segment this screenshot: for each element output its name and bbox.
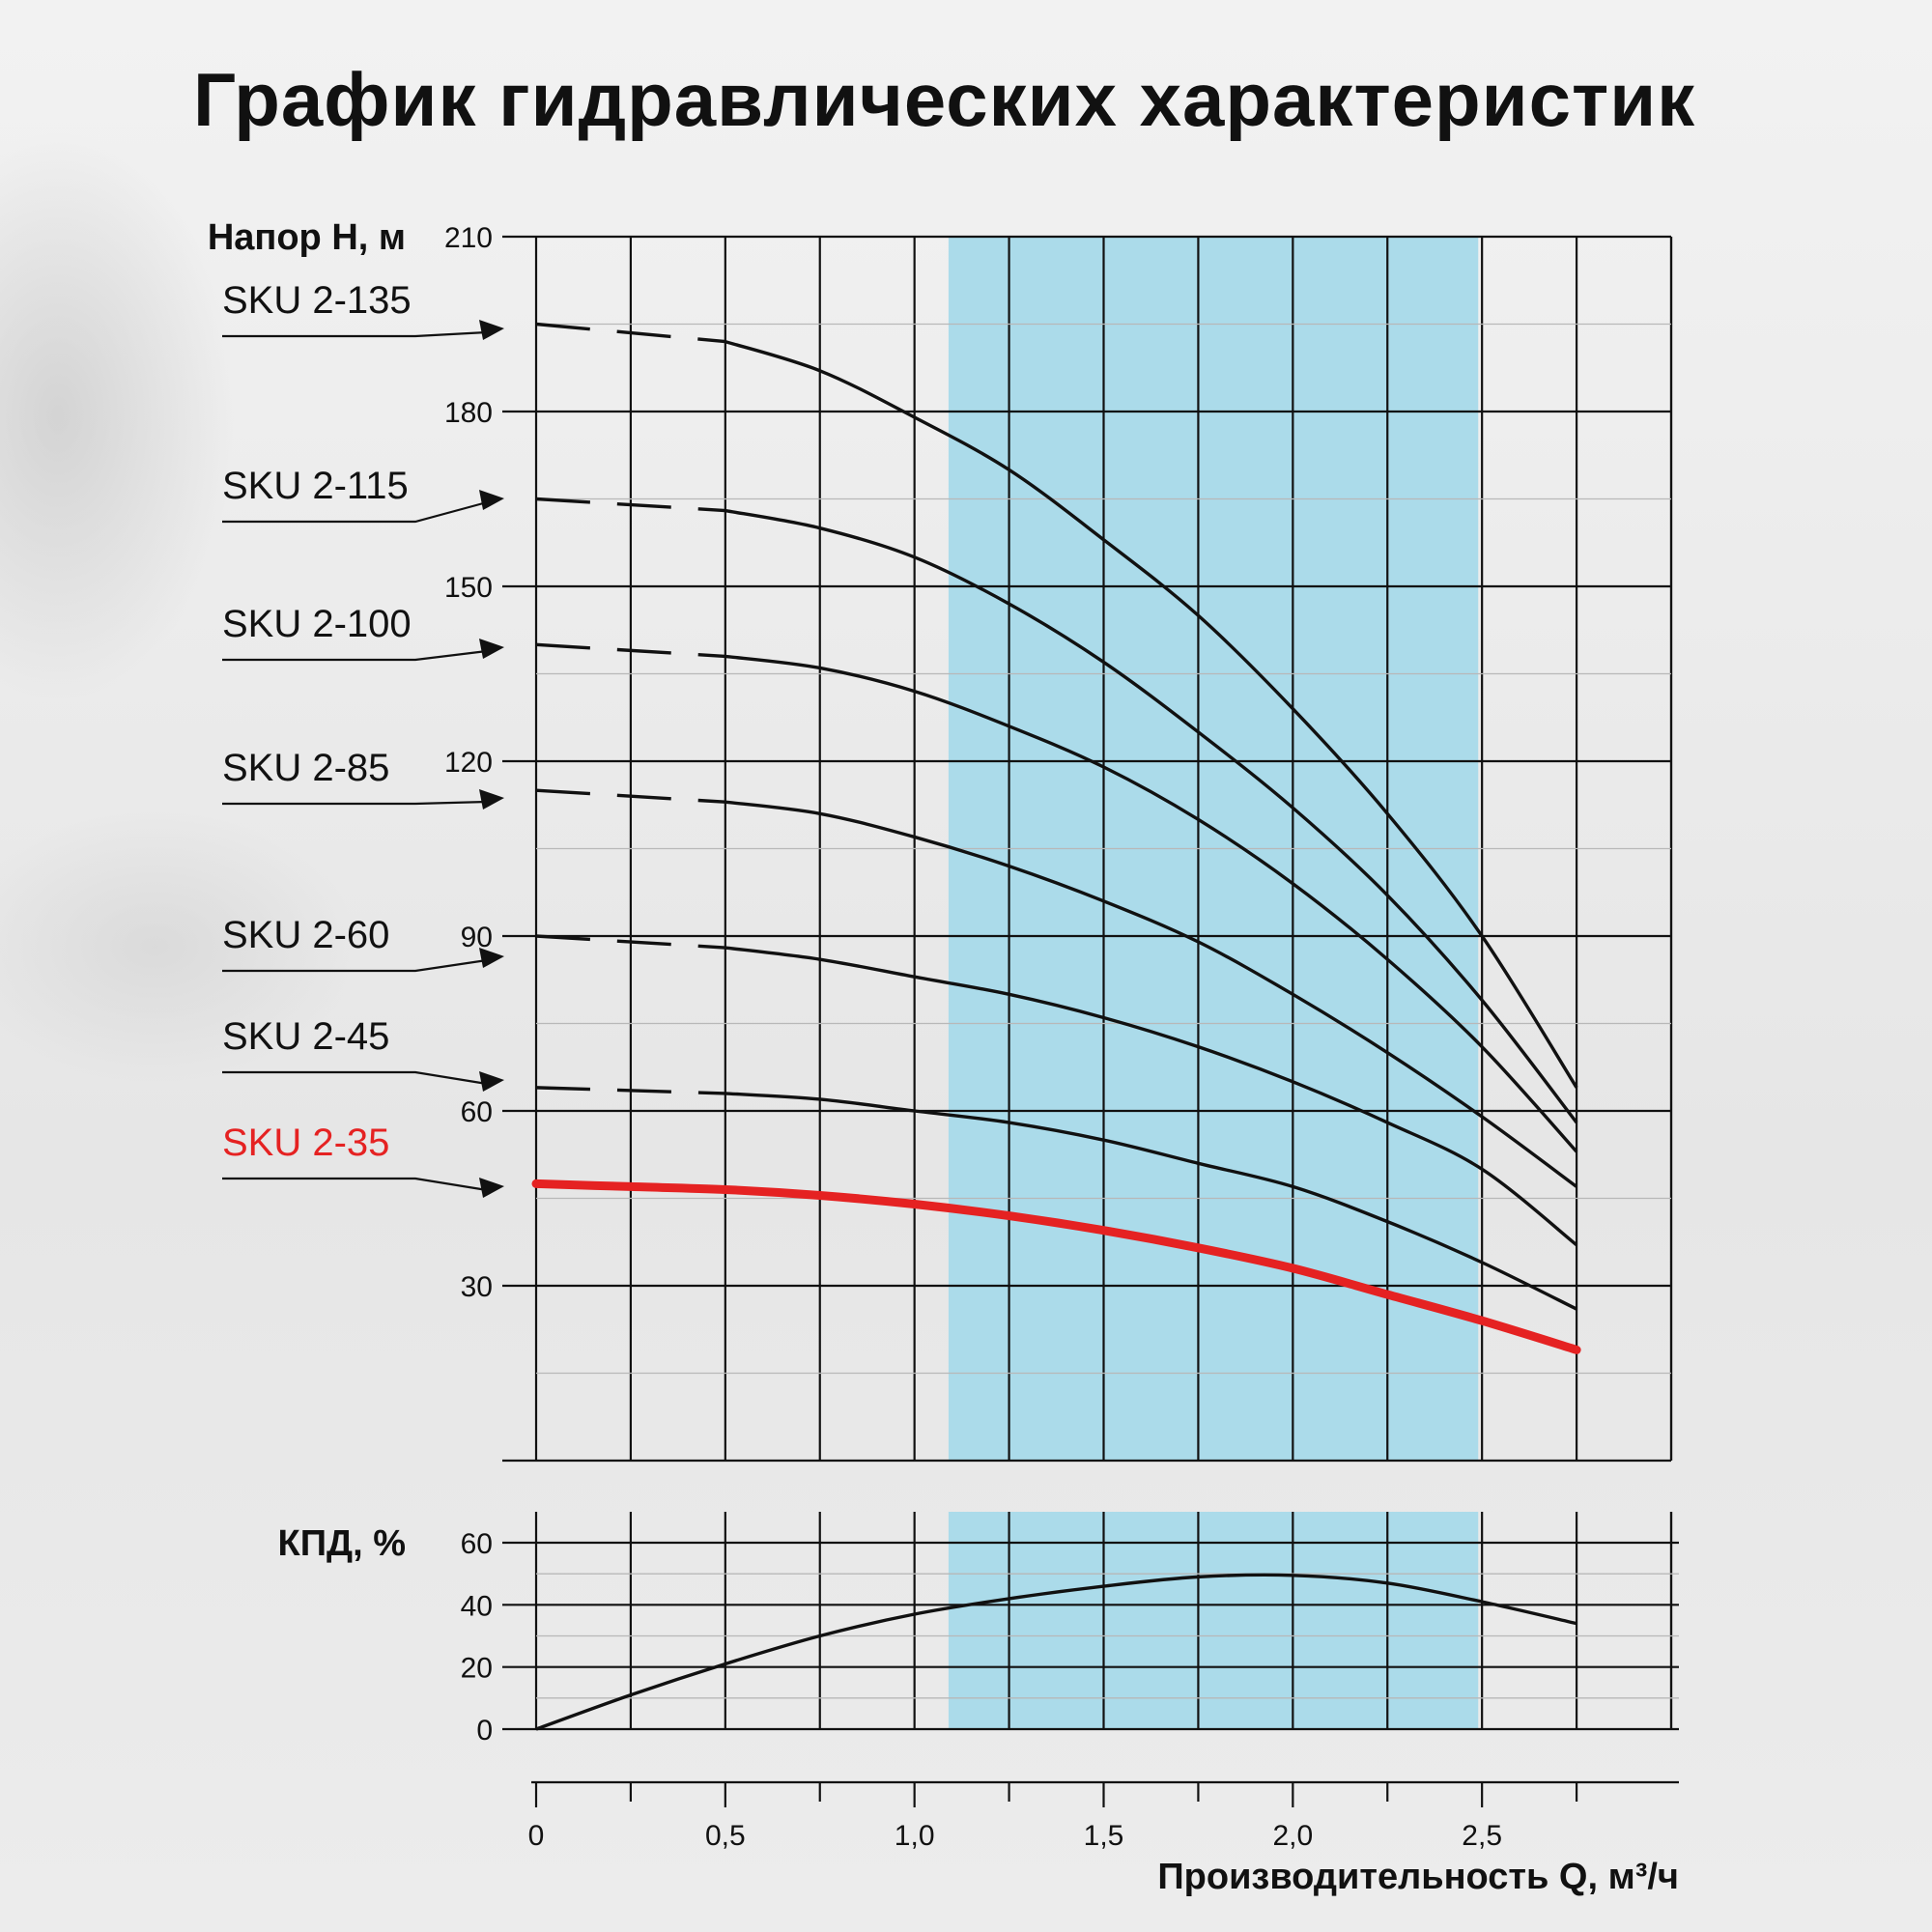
x-tick-label: 2,0 bbox=[1272, 1820, 1313, 1852]
series-leader-arrowhead bbox=[479, 490, 504, 510]
eff-y-tick-label: 40 bbox=[461, 1590, 493, 1622]
head-curve-dashed bbox=[535, 642, 725, 659]
head-chart: 30 60 90 120 150 180 210 Напор H, м SKU 2-135 SKU… bbox=[208, 217, 1673, 1463]
series-label: SKU 2-135 bbox=[222, 279, 412, 322]
head-curve bbox=[724, 339, 1578, 1089]
series-leader-arrowhead bbox=[479, 1178, 504, 1198]
series-label: SKU 2-100 bbox=[222, 603, 412, 645]
series-leader-line bbox=[222, 1177, 488, 1192]
series-leader-line bbox=[222, 500, 488, 524]
series-leader-line bbox=[222, 800, 488, 806]
head-curve-dashed bbox=[535, 1086, 725, 1095]
eff-y-tick-label: 60 bbox=[461, 1528, 493, 1560]
page-title: График гидравлических характеристик bbox=[193, 57, 1695, 142]
x-axis-title: Производительность Q, м³/ч bbox=[1157, 1857, 1679, 1897]
head-y-tick-label: 90 bbox=[461, 922, 493, 953]
head-curve bbox=[724, 1092, 1577, 1311]
efficiency-curve bbox=[535, 1573, 1577, 1731]
head-y-tick-label: 120 bbox=[444, 747, 493, 779]
series-leader-line bbox=[222, 330, 488, 338]
series-leader-arrowhead bbox=[479, 789, 504, 810]
head-y-tick-label: 180 bbox=[444, 397, 493, 429]
head-y-tick-label: 30 bbox=[461, 1271, 493, 1303]
head-curve-dashed bbox=[535, 788, 725, 804]
x-tick-label: 0,5 bbox=[705, 1820, 746, 1852]
head-curve bbox=[724, 654, 1578, 1153]
head-curve bbox=[724, 508, 1578, 1124]
eff-y-tick-label: 20 bbox=[461, 1653, 493, 1685]
efficiency-y-axis-title: КПД, % bbox=[278, 1523, 406, 1564]
series-label: SKU 2-60 bbox=[222, 914, 389, 956]
head-curve-dashed bbox=[535, 322, 725, 344]
head-curve-highlighted bbox=[531, 1179, 1581, 1354]
series-label: SKU 2-35 bbox=[222, 1122, 389, 1164]
series-leader-arrowhead bbox=[479, 948, 504, 968]
head-curve-dashed bbox=[535, 934, 725, 950]
efficiency-chart: 0 20 40 60 КПД, % bbox=[278, 1512, 1679, 1747]
series-label: SKU 2-115 bbox=[222, 465, 409, 507]
efficiency-recommended-band bbox=[948, 1512, 1479, 1729]
head-curve bbox=[724, 800, 1578, 1188]
head-curve-dashed bbox=[535, 497, 725, 513]
head-y-axis-title: Напор H, м bbox=[208, 217, 406, 258]
x-tick-label: 1,5 bbox=[1084, 1820, 1124, 1852]
x-tick-label: 1,0 bbox=[895, 1820, 935, 1852]
eff-y-tick-label: 0 bbox=[476, 1715, 493, 1747]
head-curve bbox=[724, 946, 1578, 1247]
series-label: SKU 2-45 bbox=[222, 1015, 389, 1058]
series-leader-arrowhead bbox=[479, 320, 504, 340]
series-leader-line bbox=[222, 958, 488, 973]
x-tick-label: 0 bbox=[528, 1820, 545, 1852]
head-y-tick-label: 60 bbox=[461, 1096, 493, 1128]
head-y-tick-label: 150 bbox=[444, 572, 493, 604]
series-leader-line bbox=[222, 1070, 488, 1086]
x-axis: 0 0,5 1,0 1,5 2,0 2,5 Производительность Q, м³… bbox=[528, 1780, 1679, 1897]
x-tick-label: 2,5 bbox=[1462, 1820, 1502, 1852]
series-label: SKU 2-85 bbox=[222, 747, 389, 789]
series-leader-line bbox=[222, 649, 488, 662]
series-leader-arrowhead bbox=[479, 639, 504, 659]
head-y-tick-label: 210 bbox=[444, 222, 493, 254]
series-leader-arrowhead bbox=[479, 1071, 504, 1092]
